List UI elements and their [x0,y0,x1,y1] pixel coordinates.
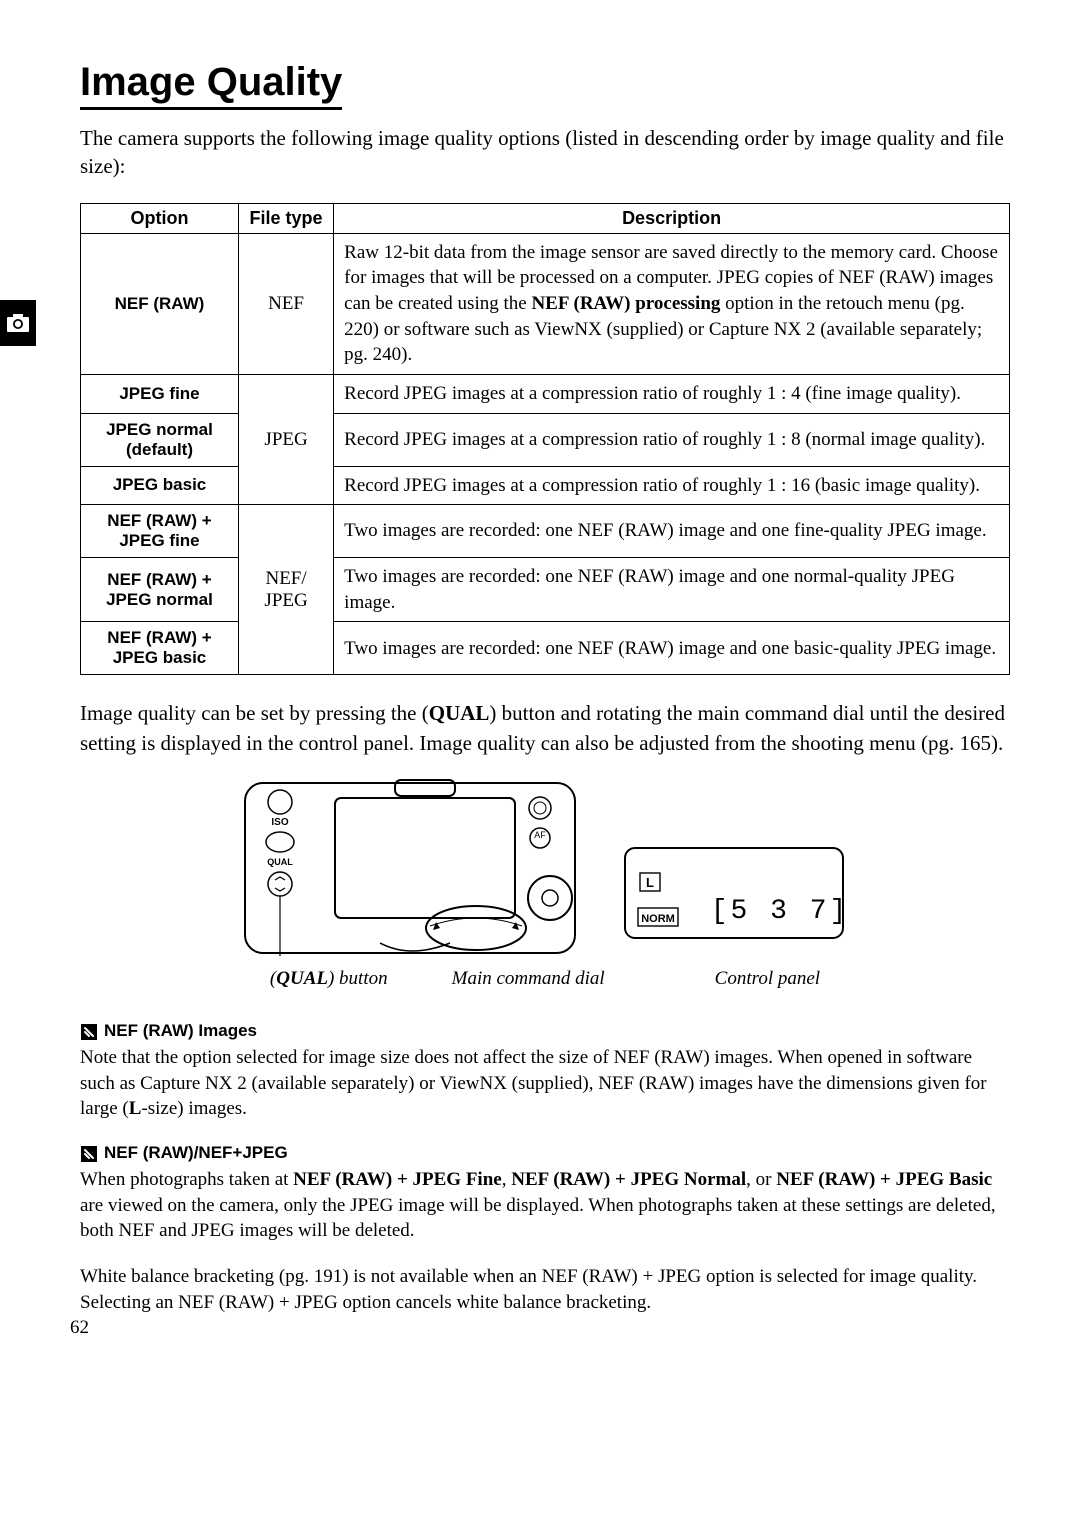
note-title-text: NEF (RAW) Images [104,1020,257,1043]
qual-button-label: (QUAL) button [270,968,388,990]
page-number: 62 [70,1317,89,1339]
section-tab-icon [0,300,36,346]
frame-count-digits: [5 3 7] [711,896,850,927]
norm-label: NORM [641,913,675,925]
main-command-dial-label: Main command dial [452,968,605,990]
table-row: JPEG fine JPEG Record JPEG images at a c… [81,374,1010,413]
diagram-labels-row: (QUAL) button Main command dial Control … [80,968,1010,990]
note-nef-raw-nef-jpeg: NEF (RAW)/NEF+JPEG When photographs take… [80,1142,1010,1244]
note-icon [80,1142,104,1165]
column-header-description: Description [334,203,1010,233]
page-title: Image Quality [80,60,342,110]
note-icon [80,1020,104,1043]
note-body: When photographs taken at NEF (RAW) + JP… [80,1167,1010,1244]
image-quality-table: Option File type Description NEF (RAW) N… [80,203,1010,676]
filetype-cell: NEF [238,233,333,374]
option-cell: JPEG basic [81,466,239,505]
table-row: NEF (RAW) + JPEG fine NEF/ JPEG Two imag… [81,505,1010,558]
control-panel-diagram: L NORM [5 3 7] [620,838,850,958]
option-cell: NEF (RAW) + JPEG fine [81,505,239,558]
table-row: NEF (RAW) + JPEG normal Two images are r… [81,558,1010,622]
option-cell: NEF (RAW) + JPEG normal [81,558,239,622]
camera-icon [6,313,30,333]
note-title-text: NEF (RAW)/NEF+JPEG [104,1142,288,1165]
note-body: Note that the option selected for image … [80,1045,1010,1122]
filetype-cell: JPEG [238,374,333,504]
description-cell: Record JPEG images at a compression rati… [334,374,1010,413]
description-cell: Two images are recorded: one NEF (RAW) i… [334,622,1010,675]
after-table-text: Image quality can be set by pressing the… [80,699,1010,758]
intro-text: The camera supports the following image … [80,124,1010,181]
diagram-row: ISO QUAL AF L [80,778,1010,958]
note-nef-raw-images: NEF (RAW) Images Note that the option se… [80,1020,1010,1122]
option-cell: NEF (RAW) [81,233,239,374]
description-cell: Two images are recorded: one NEF (RAW) i… [334,558,1010,622]
table-row: NEF (RAW) + JPEG basic Two images are re… [81,622,1010,675]
column-header-option: Option [81,203,239,233]
column-header-filetype: File type [238,203,333,233]
table-row: NEF (RAW) NEF Raw 12-bit data from the i… [81,233,1010,374]
table-row: JPEG basic Record JPEG images at a compr… [81,466,1010,505]
camera-back-diagram: ISO QUAL AF [240,778,580,958]
control-panel-label: Control panel [715,968,820,990]
note-body: White balance bracketing (pg. 191) is no… [80,1264,1010,1315]
option-cell: JPEG normal (default) [81,413,239,466]
option-cell: NEF (RAW) + JPEG basic [81,622,239,675]
svg-text:AF: AF [534,830,546,840]
note-bracketing: White balance bracketing (pg. 191) is no… [80,1264,1010,1315]
svg-text:ISO: ISO [271,817,288,828]
description-cell: Two images are recorded: one NEF (RAW) i… [334,505,1010,558]
table-row: JPEG normal (default) Record JPEG images… [81,413,1010,466]
l-size-label: L [646,875,654,890]
description-cell: Raw 12-bit data from the image sensor ar… [334,233,1010,374]
description-cell: Record JPEG images at a compression rati… [334,413,1010,466]
description-cell: Record JPEG images at a compression rati… [334,466,1010,505]
svg-text:QUAL: QUAL [267,857,293,867]
option-cell: JPEG fine [81,374,239,413]
filetype-cell: NEF/ JPEG [238,505,333,675]
